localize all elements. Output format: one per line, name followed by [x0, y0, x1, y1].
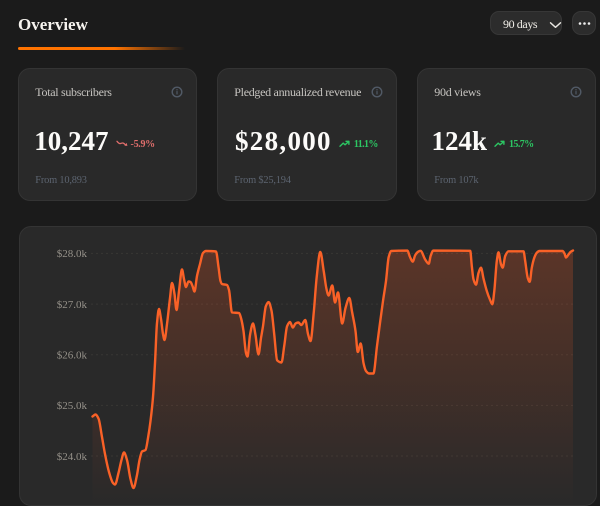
svg-text:$26.0k: $26.0k [57, 349, 88, 361]
svg-text:$28.0k: $28.0k [57, 248, 88, 260]
svg-text:$27.0k: $27.0k [57, 298, 88, 310]
svg-text:$25.0k: $25.0k [57, 400, 88, 412]
svg-text:$24.0k: $24.0k [57, 450, 88, 462]
